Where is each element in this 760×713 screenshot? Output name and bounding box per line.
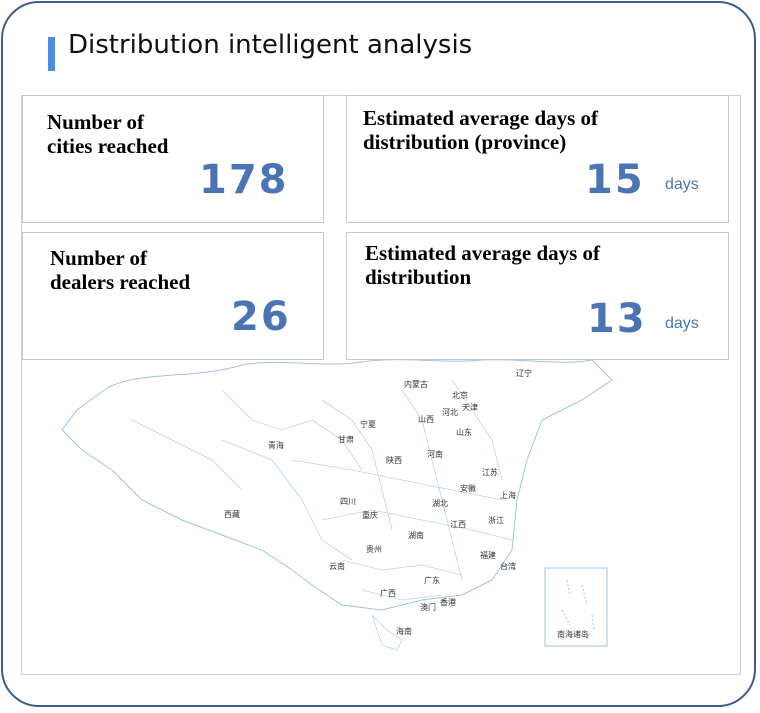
map-label: 江苏 xyxy=(482,467,498,477)
map-border-8 xyxy=(341,559,463,576)
map-label: 天津 xyxy=(462,402,478,412)
stat-card-days: Estimated average days of distribution 1… xyxy=(346,232,729,360)
map-label: 辽宁 xyxy=(516,368,532,378)
map-border-5 xyxy=(451,379,503,481)
map-label: 山西 xyxy=(418,414,434,424)
map-label: 重庆 xyxy=(362,510,378,520)
map-label: 江西 xyxy=(450,520,466,529)
map-label: 广东 xyxy=(424,575,440,585)
map-label: 山东 xyxy=(456,427,472,437)
stat-card-days-province: Estimated average days of distribution (… xyxy=(346,95,729,223)
map-border-3 xyxy=(321,399,393,531)
map-border-2 xyxy=(221,439,353,561)
page-title: Distribution intelligent analysis xyxy=(68,30,473,60)
stat-value: 13 xyxy=(587,296,647,342)
map-label: 广西 xyxy=(380,588,396,598)
map-label: 湖南 xyxy=(408,530,424,540)
map-label: 宁夏 xyxy=(360,419,376,429)
map-label: 北京 xyxy=(452,390,468,400)
map-border-10 xyxy=(131,419,243,491)
stat-label: Estimated average days of distribution xyxy=(365,241,601,289)
map-label: 陕西 xyxy=(386,455,402,465)
map-label: 四川 xyxy=(340,497,356,506)
map-label: 河北 xyxy=(442,407,458,417)
stat-unit: days xyxy=(665,176,699,193)
map-label: 甘肃 xyxy=(338,434,354,444)
map-label: 贵州 xyxy=(366,544,382,554)
map-border-1 xyxy=(221,389,363,471)
map-label: 安徽 xyxy=(460,483,476,493)
stat-value: 26 xyxy=(231,294,291,340)
south-china-sea-inset xyxy=(544,567,608,647)
map-label: 内蒙古 xyxy=(404,379,428,389)
stat-card-cities: Number of cities reached 178 xyxy=(22,95,324,223)
map-border-9 xyxy=(361,589,443,601)
map-label: 浙江 xyxy=(488,515,504,525)
map-label: 澳门 xyxy=(420,602,436,612)
map-label: 湖北 xyxy=(432,499,448,508)
map-label: 河南 xyxy=(427,449,443,459)
stat-label: Number of dealers reached xyxy=(50,246,191,294)
map-outline xyxy=(61,360,613,611)
title-accent-bar xyxy=(48,37,55,71)
map-label: 云南 xyxy=(329,561,345,571)
stat-label: Number of cities reached xyxy=(47,110,169,158)
map-label: 青海 xyxy=(268,440,284,450)
stat-value: 178 xyxy=(199,157,289,203)
stat-card-dealers: Number of dealers reached 26 xyxy=(22,232,324,360)
map-label: 台湾 xyxy=(500,561,516,571)
china-map: 内蒙古 辽宁 北京 天津 河北 宁夏 山西 山东 青海 甘肃 陕西 河南 江苏 … xyxy=(61,360,613,651)
stat-value: 15 xyxy=(585,157,645,203)
stat-label: Estimated average days of distribution (… xyxy=(363,106,599,154)
map-label: 香港 xyxy=(440,597,456,607)
map-border-7 xyxy=(321,509,513,541)
map-border-6 xyxy=(291,459,503,501)
stat-unit: days xyxy=(665,315,699,332)
map-label: 福建 xyxy=(480,550,496,560)
map-label: 西藏 xyxy=(224,509,240,519)
map-label: 南海诸岛 xyxy=(557,629,589,639)
map-border-11 xyxy=(371,614,403,651)
map-label: 海南 xyxy=(396,626,412,636)
map-border-4 xyxy=(401,389,463,581)
map-label: 上海 xyxy=(500,490,516,500)
